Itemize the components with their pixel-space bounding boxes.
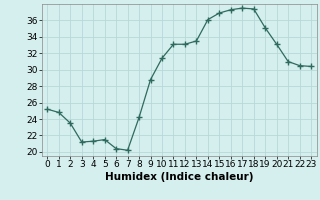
X-axis label: Humidex (Indice chaleur): Humidex (Indice chaleur)	[105, 172, 253, 182]
